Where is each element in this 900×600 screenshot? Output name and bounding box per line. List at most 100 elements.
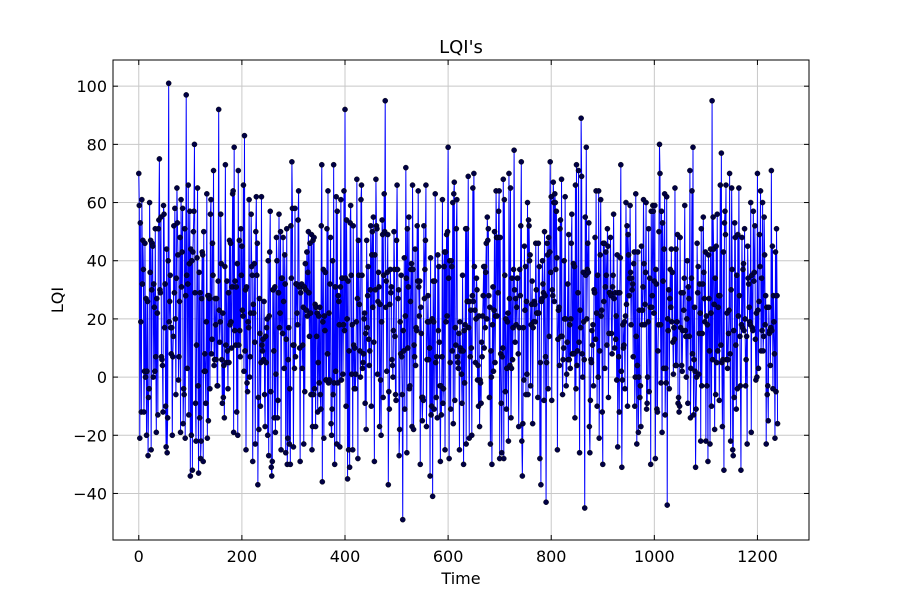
- data-point: [663, 380, 669, 386]
- data-point: [465, 324, 472, 331]
- data-point: [498, 449, 505, 456]
- data-point: [441, 263, 447, 270]
- data-point: [442, 447, 448, 453]
- data-point: [610, 272, 616, 279]
- data-point: [445, 144, 451, 151]
- data-point: [579, 351, 585, 357]
- data-point: [453, 225, 460, 232]
- data-point: [603, 249, 609, 255]
- data-point: [300, 441, 307, 447]
- data-point: [423, 182, 429, 188]
- data-point: [408, 260, 415, 267]
- data-point: [514, 275, 521, 281]
- data-point: [623, 301, 630, 308]
- data-point: [522, 263, 529, 270]
- data-point: [248, 211, 254, 217]
- data-point: [310, 391, 317, 398]
- data-point: [614, 444, 621, 450]
- data-point: [676, 403, 683, 409]
- data-point: [373, 176, 379, 183]
- data-point: [425, 356, 432, 363]
- data-point: [206, 295, 213, 302]
- data-point: [417, 461, 424, 468]
- data-point: [483, 316, 490, 322]
- data-point: [452, 397, 458, 404]
- data-point: [288, 275, 295, 281]
- series-line: [138, 83, 779, 520]
- data-point: [485, 237, 491, 244]
- y-axis-title: LQI: [48, 287, 67, 313]
- data-point: [375, 269, 382, 276]
- data-point: [743, 333, 750, 340]
- data-point: [615, 353, 622, 360]
- data-point: [746, 304, 753, 311]
- data-point: [208, 196, 214, 203]
- data-point: [354, 295, 361, 302]
- data-point: [564, 281, 571, 287]
- data-point: [196, 415, 203, 421]
- data-point: [718, 150, 725, 156]
- data-point: [193, 438, 199, 444]
- data-point: [210, 167, 217, 174]
- data-point: [645, 319, 651, 325]
- data-point: [477, 380, 484, 386]
- data-point: [457, 319, 463, 325]
- data-point: [419, 417, 426, 424]
- data-point: [233, 409, 240, 415]
- data-point: [360, 359, 366, 366]
- data-point: [454, 196, 460, 203]
- data-point: [644, 400, 650, 407]
- data-point: [495, 289, 501, 296]
- data-point: [274, 415, 281, 421]
- data-point: [708, 403, 715, 409]
- data-point: [149, 243, 156, 249]
- data-point: [608, 330, 615, 337]
- data-point: [488, 374, 495, 380]
- data-point: [647, 461, 654, 468]
- data-point: [568, 240, 575, 247]
- data-point: [390, 374, 396, 380]
- data-point: [578, 173, 585, 180]
- data-point: [287, 461, 294, 468]
- data-point: [171, 223, 177, 229]
- data-point: [245, 324, 252, 331]
- data-point: [562, 316, 569, 322]
- data-point: [603, 272, 610, 279]
- data-point: [759, 199, 766, 206]
- data-point: [195, 383, 201, 389]
- data-point: [756, 298, 762, 305]
- data-point: [226, 359, 232, 366]
- data-point: [324, 225, 330, 232]
- data-point: [668, 246, 675, 252]
- data-point: [667, 295, 673, 302]
- data-point: [456, 447, 463, 453]
- data-point: [363, 426, 369, 433]
- data-point: [771, 319, 777, 325]
- data-point: [232, 278, 238, 284]
- data-point: [742, 316, 748, 322]
- data-point: [392, 333, 398, 340]
- data-point: [321, 313, 328, 319]
- data-point: [220, 394, 227, 401]
- data-point: [630, 353, 637, 360]
- data-point: [690, 412, 697, 418]
- data-point: [621, 342, 627, 348]
- data-point: [757, 188, 764, 194]
- data-point: [461, 327, 467, 334]
- data-point: [379, 217, 385, 223]
- data-point: [581, 505, 588, 511]
- data-point: [737, 383, 744, 389]
- data-point: [756, 231, 763, 238]
- data-point: [277, 310, 283, 316]
- data-point: [748, 429, 755, 436]
- data-point: [216, 339, 223, 345]
- data-point: [304, 249, 310, 255]
- data-point: [485, 225, 492, 232]
- data-point: [251, 339, 258, 345]
- data-point: [401, 406, 408, 412]
- data-point: [434, 415, 441, 421]
- data-point: [185, 412, 192, 418]
- data-point: [275, 397, 281, 404]
- data-point: [478, 339, 485, 345]
- data-point: [506, 170, 512, 177]
